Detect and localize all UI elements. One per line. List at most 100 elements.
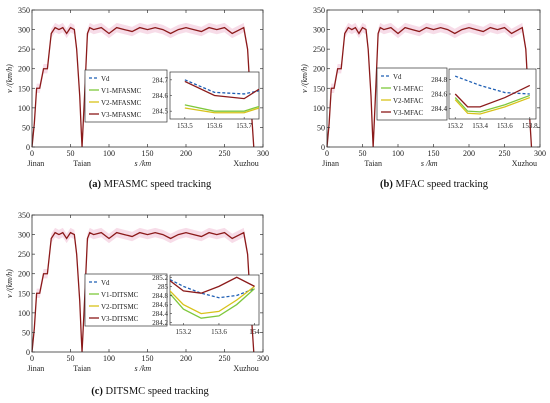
inset-x-tick-label: 154 — [249, 328, 260, 336]
legend-entry: V2-MFAC — [393, 97, 424, 105]
inset-y-tick-label: 284.7 — [152, 76, 168, 84]
y-tick-label: 50 — [22, 328, 30, 337]
inset-x-tick-label: 153.2 — [175, 328, 191, 336]
series-line-v3-mfac — [454, 84, 531, 108]
legend-entry: Vd — [393, 73, 402, 81]
inset-y-tick-label: 284.6 — [152, 301, 168, 309]
legend-entry: V2-DITSMC — [101, 303, 139, 311]
legend-entry: V2-MFASMC — [101, 99, 142, 107]
inset-y-tick-label: 284.4 — [431, 105, 447, 113]
panel-caption: (c) DITSMC speed tracking — [91, 386, 209, 397]
inset-y-tick-label: 284.8 — [152, 292, 168, 300]
x-tick-label: 200 — [180, 149, 192, 158]
station-label-xuzhou: Xuzhou — [233, 364, 258, 373]
x-tick-label: 50 — [67, 149, 75, 158]
x-tick-label: 250 — [499, 149, 511, 158]
series-line-vd — [170, 278, 255, 299]
inset-y-tick-label: 285.2 — [152, 274, 168, 282]
x-tick-label: 100 — [392, 149, 404, 158]
inset-x-tick-label: 153.6 — [497, 122, 513, 130]
caption-tag: (c) — [91, 386, 105, 397]
zoom-inset: 153.5 153.6 153.7 284.5 284.6 284.7 — [152, 71, 260, 130]
y-tick-label: 0 — [321, 143, 325, 152]
legend-entry: V3-MFASMC — [101, 111, 142, 119]
y-tick-label: 200 — [18, 270, 30, 279]
inset-x-tick-label: 153.6 — [211, 328, 227, 336]
x-tick-label: 250 — [219, 149, 231, 158]
y-axis-label: v /(km/h) — [300, 64, 309, 93]
x-tick-label: 0 — [30, 354, 34, 363]
series-line-v2-ditsmc — [170, 285, 255, 315]
y-tick-label: 100 — [313, 104, 325, 113]
legend-entry: V3-MFAC — [393, 109, 424, 117]
y-tick-label: 150 — [18, 289, 30, 298]
legend-entry: V1-MFASMC — [101, 87, 142, 95]
x-tick-label: 150 — [142, 149, 154, 158]
y-tick-label: 350 — [18, 211, 30, 220]
legend: Vd V1-DITSMC V2-DITSMC V3-DITSMC — [84, 273, 168, 327]
panel-caption: (a) MFASMC speed tracking — [89, 179, 212, 190]
legend-entry: V3-DITSMC — [101, 315, 139, 323]
chart-panel-1: 0 50 100 150 200 250 300 0 50 100 150 200 250 300 350 s… — [300, 6, 546, 190]
inset-y-tick-label: 284.6 — [152, 92, 168, 100]
inset-x-tick-label: 153.5 — [177, 122, 193, 130]
x-tick-label: 100 — [103, 149, 115, 158]
series-line-v2-mfasmc — [184, 107, 259, 114]
x-tick-label: 50 — [359, 149, 367, 158]
caption-text: MFASMC speed tracking — [104, 179, 212, 190]
y-tick-label: 250 — [313, 45, 325, 54]
y-tick-label: 100 — [18, 104, 30, 113]
y-tick-label: 200 — [313, 65, 325, 74]
station-label-taian: Taian — [73, 159, 91, 168]
station-label-taian: Taian — [73, 364, 91, 373]
inset-y-tick-label: 284.5 — [152, 108, 168, 116]
y-axis-label: v /(km/h) — [5, 269, 14, 298]
legend-entry: Vd — [101, 279, 110, 287]
series-line-v2-mfac — [454, 96, 531, 115]
x-tick-label: 300 — [257, 354, 269, 363]
inset-y-tick-label: 285 — [158, 283, 169, 291]
y-tick-label: 200 — [18, 65, 30, 74]
y-tick-label: 150 — [313, 84, 325, 93]
y-tick-label: 300 — [18, 26, 30, 35]
legend: Vd V1-MFAC V2-MFAC V3-MFAC — [376, 67, 448, 121]
station-label-xuzhou: Xuzhou — [512, 159, 537, 168]
inset-x-tick-label: 153.4 — [472, 122, 488, 130]
y-tick-label: 50 — [317, 123, 325, 132]
series-line-v1-mfasmc — [184, 104, 259, 112]
legend-box — [84, 273, 168, 327]
station-label-jinan: Jinan — [322, 159, 339, 168]
y-tick-label: 0 — [26, 143, 30, 152]
inset-x-tick-label: 153.6 — [207, 122, 223, 130]
x-tick-label: 200 — [180, 354, 192, 363]
series-line-v1-ditsmc — [170, 288, 255, 319]
y-tick-label: 250 — [18, 45, 30, 54]
y-tick-label: 350 — [18, 6, 30, 15]
inset-y-tick-label: 284.4 — [152, 310, 168, 318]
caption-text: MFAC speed tracking — [395, 179, 488, 190]
series-line-v3-ditsmc — [170, 276, 255, 294]
zoom-inset: 153.2 153.6 154 284.2284.4284.6284.8285285.… — [152, 274, 260, 336]
legend-box — [84, 69, 168, 123]
y-tick-label: 0 — [26, 348, 30, 357]
caption-tag: (b) — [380, 179, 395, 190]
station-label-xuzhou: Xuzhou — [233, 159, 258, 168]
series-line-v1-mfac — [454, 94, 531, 113]
y-axis-label: v /(km/h) — [5, 64, 14, 93]
y-tick-label: 50 — [22, 123, 30, 132]
x-tick-label: 0 — [325, 149, 329, 158]
caption-tag: (a) — [89, 179, 104, 190]
inset-x-tick-label: 153.8 — [522, 122, 538, 130]
x-tick-label: 300 — [257, 149, 269, 158]
legend-entry: Vd — [101, 75, 110, 83]
series-line-vd — [184, 79, 259, 95]
x-tick-label: 0 — [30, 149, 34, 158]
y-tick-label: 300 — [313, 26, 325, 35]
legend-entry: V1-MFAC — [393, 85, 424, 93]
x-axis-label: s /km — [135, 159, 152, 168]
x-tick-label: 100 — [103, 354, 115, 363]
speed-trace — [326, 26, 533, 148]
speed-trace — [31, 231, 255, 353]
x-tick-label: 200 — [463, 149, 475, 158]
